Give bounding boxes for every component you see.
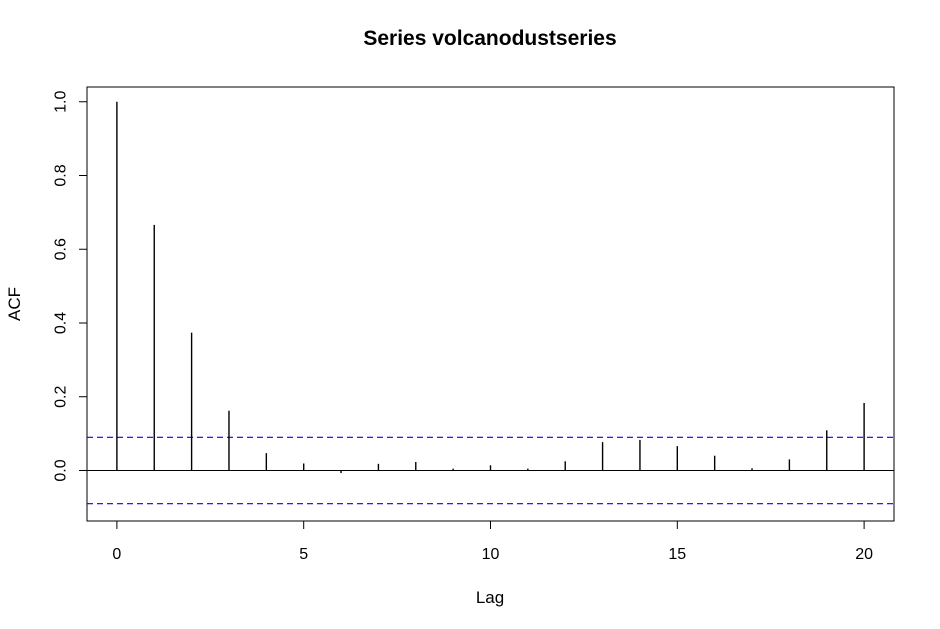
x-tick-label: 10: [482, 546, 500, 563]
chart-title: Series volcanodustseries: [363, 27, 616, 50]
y-tick-label: 0.6: [53, 238, 70, 260]
y-tick-label: 0.2: [53, 386, 70, 408]
y-axis-label: ACF: [5, 287, 24, 321]
x-tick-label: 15: [668, 546, 686, 563]
plot-frame: [86, 86, 895, 522]
y-tick-label: 1.0: [53, 91, 70, 113]
x-tick-label: 5: [299, 546, 308, 563]
y-tick-label: 0.0: [53, 459, 70, 481]
y-tick-label: 0.8: [53, 164, 70, 186]
x-tick-label: 20: [855, 546, 873, 563]
x-axis-label: Lag: [476, 588, 504, 607]
plot-content: 0 5 10 15 20 0.0 0.2 0.4 0.6 0.8 1.0: [53, 91, 894, 563]
x-tick-label: 0: [112, 546, 121, 563]
y-tick-label: 0.4: [53, 312, 70, 334]
